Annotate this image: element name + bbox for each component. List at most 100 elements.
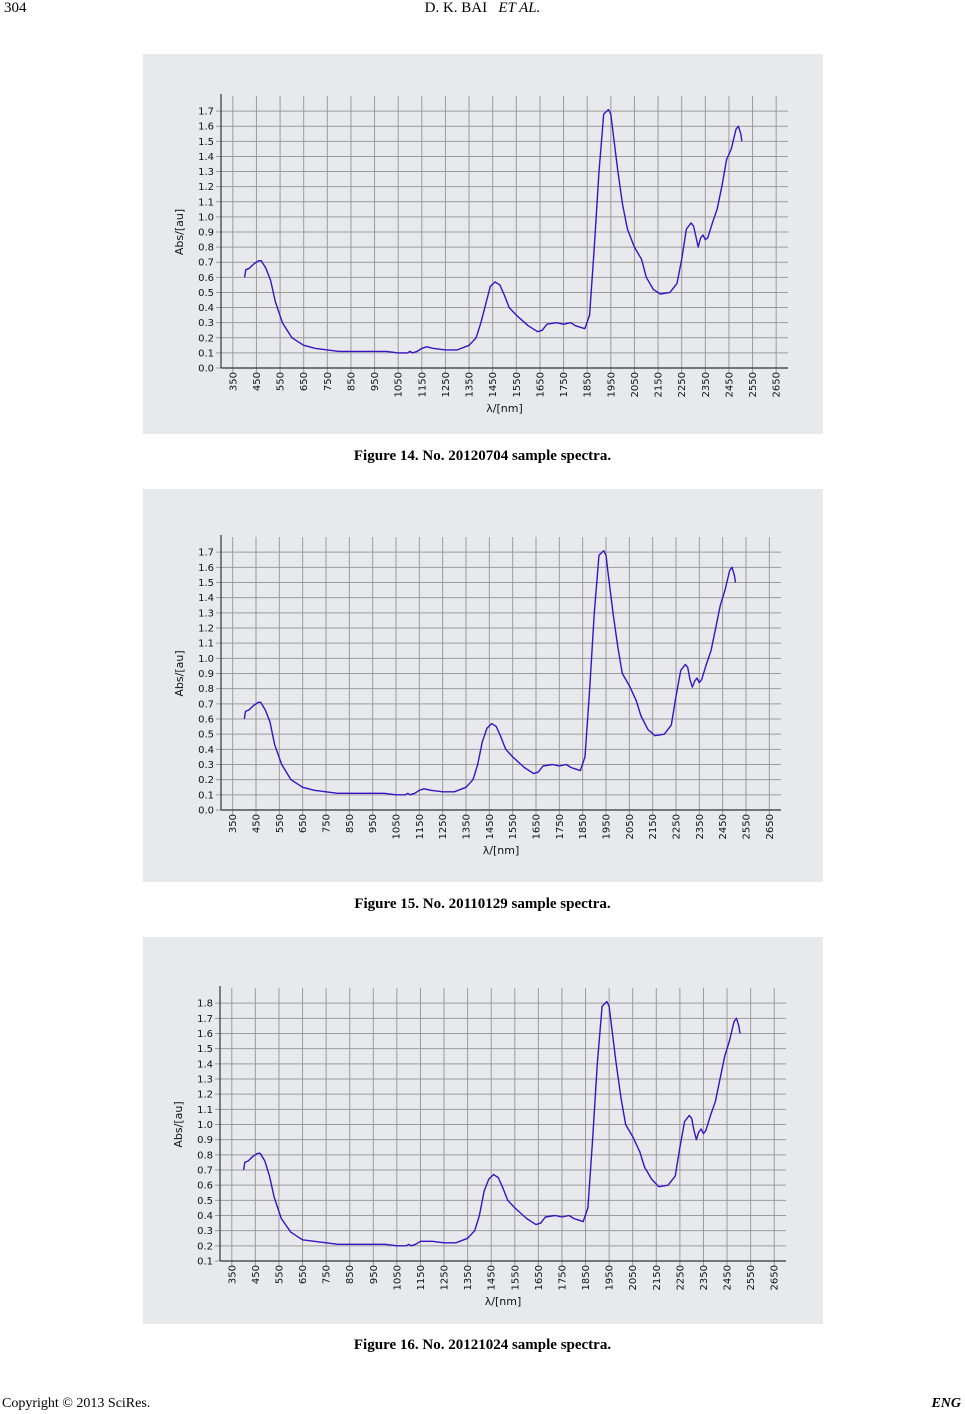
y-tick-label: 0.3 (198, 760, 214, 771)
y-tick-label: 0.6 (198, 715, 214, 726)
y-tick-label: 1.7 (198, 548, 214, 559)
x-tick-label: 1950 (605, 1265, 616, 1290)
y-tick-label: 0.0 (198, 806, 214, 817)
x-tick-label: 550 (276, 372, 287, 391)
running-head-et-al: ET AL. (498, 0, 541, 16)
x-tick-label: 1350 (462, 814, 473, 839)
x-tick-label: 2650 (770, 1265, 781, 1290)
x-tick-label: 2250 (677, 372, 688, 397)
x-tick-label: 1750 (559, 372, 570, 397)
y-tick-label: 0.9 (198, 669, 214, 680)
x-axis-title: λ/[nm] (486, 402, 523, 415)
x-tick-label: 1850 (581, 1265, 592, 1290)
y-tick-label: 0.7 (198, 258, 214, 269)
x-tick-label: 750 (322, 1265, 333, 1284)
figure-15-chart: 0.0 0.1 0.2 0.3 0.4 0.5 0.6 0.7 0.8 0.9 1.0 1.1 1.2 1… (173, 535, 781, 857)
y-tick-label: 1.3 (198, 608, 214, 619)
x-tick-label: 1850 (578, 814, 589, 839)
footer-copyright: Copyright © 2013 SciRes. (2, 1396, 151, 1411)
y-tick-label: 1.0 (198, 212, 214, 223)
y-tick-label: 1.1 (198, 639, 214, 650)
x-tick-label: 2650 (765, 814, 776, 839)
x-tick-label: 1350 (463, 1265, 474, 1290)
x-tick-label: 2250 (672, 814, 683, 839)
x-tick-label: 1450 (485, 814, 496, 839)
y-tick-label: 0.2 (198, 775, 214, 786)
x-tick-label: 1150 (415, 814, 426, 839)
y-tick-label: 0.3 (198, 318, 214, 329)
x-tick-label: 850 (345, 814, 356, 833)
page-number: 304 (4, 0, 27, 16)
x-tick-label: 650 (298, 1265, 309, 1284)
x-tick-label: 750 (323, 372, 334, 391)
x-tick-label: 950 (369, 1265, 380, 1284)
figure-16-chart: 0.1 0.2 0.3 0.4 0.5 0.6 0.7 0.8 0.9 1.0 1.1 1.2 1.3 1… (172, 986, 786, 1308)
x-tick-label: 2350 (701, 372, 712, 397)
x-tick-label: 1250 (441, 372, 452, 397)
x-tick-label: 1050 (392, 1265, 403, 1290)
x-tick-label: 1750 (555, 814, 566, 839)
y-tick-label: 0.5 (198, 288, 214, 299)
x-tick-label: 1750 (557, 1265, 568, 1290)
x-tick-label: 2050 (630, 372, 641, 397)
x-tick-label: 1850 (583, 372, 594, 397)
footer-journal: ENG (931, 1396, 961, 1411)
y-tick-label: 1.1 (198, 197, 214, 208)
y-tick-label: 0.8 (198, 684, 214, 695)
y-tick-label: 1.0 (197, 1120, 213, 1131)
x-tick-label: 2050 (628, 1265, 639, 1290)
y-tick-label: 1.3 (198, 167, 214, 178)
x-tick-label: 2550 (746, 1265, 757, 1290)
y-tick-label: 0.9 (197, 1135, 213, 1146)
x-axis-title: λ/[nm] (485, 1295, 522, 1308)
x-tick-label: 2350 (699, 1265, 710, 1290)
y-tick-label: 0.2 (197, 1241, 213, 1252)
x-tick-label: 2450 (724, 372, 735, 397)
y-tick-label: 0.9 (198, 228, 214, 239)
x-tick-label: 350 (228, 814, 239, 833)
figure-14-chart: 0.0 0.1 0.2 0.3 0.4 0.5 0.6 0.7 0.8 0.9 1.0 1.1 1.2 1… (173, 94, 788, 415)
x-tick-label: 1650 (534, 1265, 545, 1290)
y-axis-title: Abs/[au] (173, 650, 186, 696)
x-tick-label: 1450 (488, 372, 499, 397)
y-tick-label: 1.3 (197, 1075, 213, 1086)
y-tick-label: 0.8 (198, 243, 214, 254)
x-tick-label: 2650 (772, 372, 783, 397)
x-tick-label: 2150 (652, 1265, 663, 1290)
x-tick-label: 1250 (440, 1265, 451, 1290)
x-tick-label: 450 (251, 1265, 262, 1284)
x-tick-label: 2550 (742, 814, 753, 839)
x-tick-label: 1050 (392, 814, 403, 839)
y-tick-label: 0.4 (198, 745, 214, 756)
x-tick-label: 950 (368, 814, 379, 833)
x-tick-label: 650 (299, 372, 310, 391)
y-tick-label: 1.5 (197, 1044, 213, 1055)
x-tick-label: 1550 (512, 372, 523, 397)
x-tick-label: 2450 (723, 1265, 734, 1290)
y-tick-label: 0.7 (198, 699, 214, 710)
figure-16-caption: Figure 16. No. 20121024 sample spectra. (353, 1337, 612, 1353)
x-tick-label: 2150 (648, 814, 659, 839)
y-tick-label: 1.2 (198, 182, 214, 193)
x-tick-label: 1550 (510, 1265, 521, 1290)
x-tick-label: 550 (274, 1265, 285, 1284)
y-tick-label: 1.5 (198, 578, 214, 589)
y-tick-label: 0.6 (197, 1181, 213, 1192)
y-tick-label: 1.2 (197, 1090, 213, 1101)
x-tick-label: 350 (227, 1265, 238, 1284)
x-tick-label: 1550 (508, 814, 519, 839)
y-tick-label: 1.4 (197, 1059, 213, 1070)
y-tick-label: 1.8 (197, 999, 213, 1010)
x-tick-label: 550 (275, 814, 286, 833)
x-tick-label: 850 (346, 372, 357, 391)
y-axis-title: Abs/[au] (172, 1101, 185, 1147)
y-tick-label: 1.4 (198, 593, 214, 604)
x-tick-label: 1650 (535, 372, 546, 397)
x-tick-label: 2550 (748, 372, 759, 397)
figure-14-caption: Figure 14. No. 20120704 sample spectra. (353, 448, 612, 464)
figure-15-caption: Figure 15. No. 20110129 sample spectra. (354, 896, 611, 912)
x-tick-label: 750 (322, 814, 333, 833)
y-tick-label: 1.6 (198, 563, 214, 574)
y-tick-label: 1.6 (198, 122, 214, 133)
x-tick-label: 1450 (487, 1265, 498, 1290)
